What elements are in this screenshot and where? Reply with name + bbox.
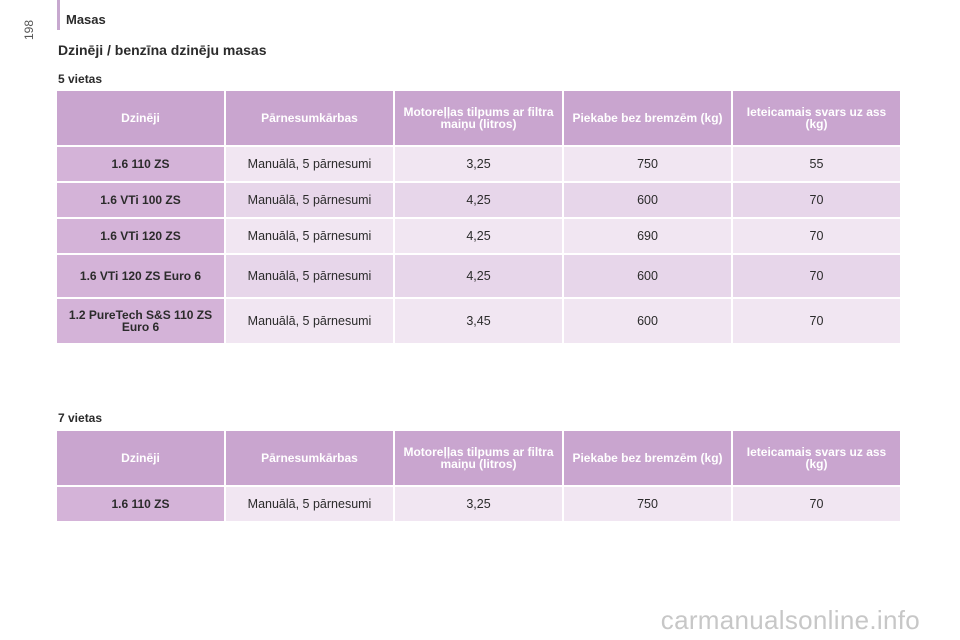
mass-table-7-seats: Dzinēji Pārnesumkārbas Motoreļļas tilpum… xyxy=(55,429,902,523)
axle-cell: 55 xyxy=(733,147,900,181)
header-oil: Motoreļļas tilpums ar filtra maiņu (litr… xyxy=(395,431,562,485)
gearbox-cell: Manuālā, 5 pārnesumi xyxy=(226,219,393,253)
table-label-5-seats: 5 vietas xyxy=(58,72,103,86)
engine-cell: 1.6 VTi 120 ZS xyxy=(57,219,224,253)
table-row: 1.6 VTi 120 ZS Euro 6 Manuālā, 5 pārnesu… xyxy=(57,255,900,297)
axle-cell: 70 xyxy=(733,219,900,253)
table-row: 1.6 VTi 100 ZS Manuālā, 5 pārnesumi 4,25… xyxy=(57,183,900,217)
gearbox-cell: Manuālā, 5 pārnesumi xyxy=(226,487,393,521)
gearbox-cell: Manuālā, 5 pārnesumi xyxy=(226,147,393,181)
page-title: Dzinēji / benzīna dzinēju masas xyxy=(58,42,267,58)
trailer-cell: 600 xyxy=(564,183,731,217)
engine-cell: 1.6 VTi 100 ZS xyxy=(57,183,224,217)
engine-cell: 1.2 PureTech S&S 110 ZS Euro 6 xyxy=(57,299,224,343)
oil-cell: 4,25 xyxy=(395,183,562,217)
oil-cell: 3,45 xyxy=(395,299,562,343)
page-number: 198 xyxy=(22,20,36,41)
gearbox-cell: Manuālā, 5 pārnesumi xyxy=(226,255,393,297)
header-axle: Ieteicamais svars uz ass (kg) xyxy=(733,431,900,485)
trailer-cell: 750 xyxy=(564,487,731,521)
axle-cell: 70 xyxy=(733,487,900,521)
header-oil: Motoreļļas tilpums ar filtra maiņu (litr… xyxy=(395,91,562,145)
header-trailer: Piekabe bez bremzēm (kg) xyxy=(564,431,731,485)
header-engine: Dzinēji xyxy=(57,431,224,485)
engine-cell: 1.6 VTi 120 ZS Euro 6 xyxy=(57,255,224,297)
table-row: 1.6 110 ZS Manuālā, 5 pārnesumi 3,25 750… xyxy=(57,487,900,521)
table-header-row: Dzinēji Pārnesumkārbas Motoreļļas tilpum… xyxy=(57,431,900,485)
gearbox-cell: Manuālā, 5 pārnesumi xyxy=(226,299,393,343)
oil-cell: 4,25 xyxy=(395,255,562,297)
trailer-cell: 600 xyxy=(564,299,731,343)
table-row: 1.2 PureTech S&S 110 ZS Euro 6 Manuālā, … xyxy=(57,299,900,343)
engine-cell: 1.6 110 ZS xyxy=(57,147,224,181)
trailer-cell: 750 xyxy=(564,147,731,181)
section-title: Masas xyxy=(66,12,106,27)
section-marker xyxy=(57,0,60,30)
gearbox-cell: Manuālā, 5 pārnesumi xyxy=(226,183,393,217)
header-engine: Dzinēji xyxy=(57,91,224,145)
mass-table-5-seats: Dzinēji Pārnesumkārbas Motoreļļas tilpum… xyxy=(55,89,902,345)
trailer-cell: 690 xyxy=(564,219,731,253)
header-trailer: Piekabe bez bremzēm (kg) xyxy=(564,91,731,145)
header-gearbox: Pārnesumkārbas xyxy=(226,431,393,485)
header-axle: Ieteicamais svars uz ass (kg) xyxy=(733,91,900,145)
oil-cell: 3,25 xyxy=(395,147,562,181)
oil-cell: 4,25 xyxy=(395,219,562,253)
engine-cell: 1.6 110 ZS xyxy=(57,487,224,521)
table-header-row: Dzinēji Pārnesumkārbas Motoreļļas tilpum… xyxy=(57,91,900,145)
trailer-cell: 600 xyxy=(564,255,731,297)
axle-cell: 70 xyxy=(733,299,900,343)
table-row: 1.6 110 ZS Manuālā, 5 pārnesumi 3,25 750… xyxy=(57,147,900,181)
watermark: carmanualsonline.info xyxy=(660,605,920,635)
axle-cell: 70 xyxy=(733,255,900,297)
table-label-7-seats: 7 vietas xyxy=(58,411,103,425)
table-row: 1.6 VTi 120 ZS Manuālā, 5 pārnesumi 4,25… xyxy=(57,219,900,253)
oil-cell: 3,25 xyxy=(395,487,562,521)
header-gearbox: Pārnesumkārbas xyxy=(226,91,393,145)
axle-cell: 70 xyxy=(733,183,900,217)
